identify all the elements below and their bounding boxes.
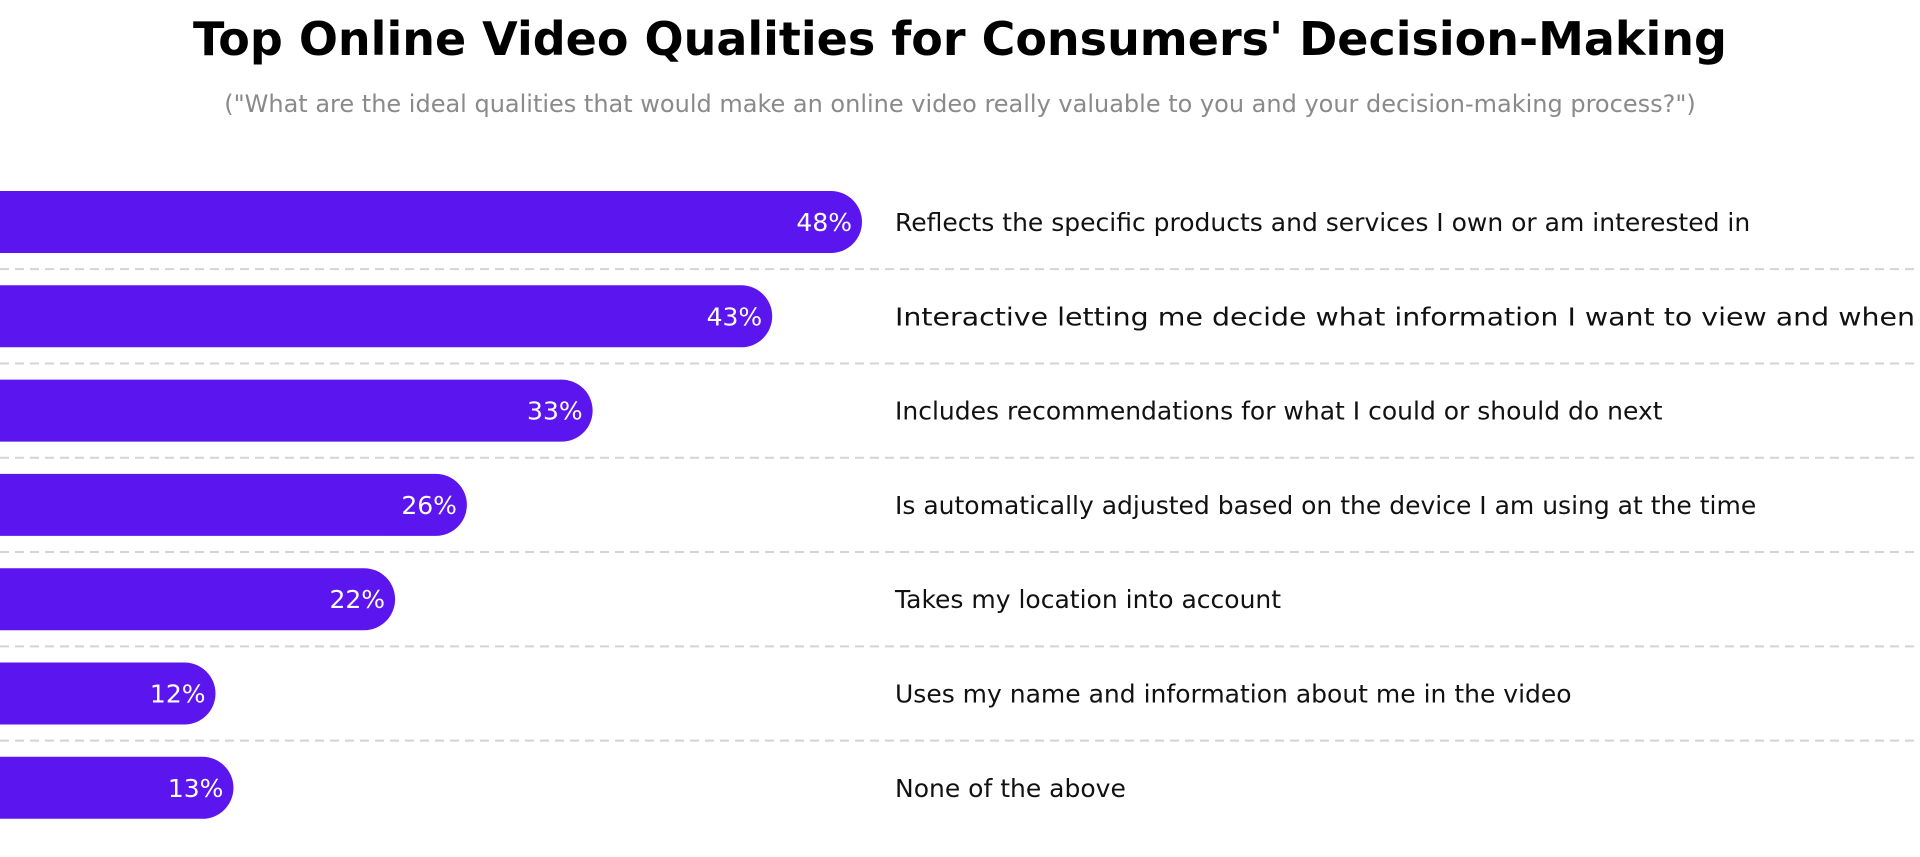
bar-row: 26% Is automatically adjusted based on th… bbox=[0, 473, 1756, 536]
bar-value-label: 12% bbox=[150, 680, 206, 709]
bar bbox=[0, 662, 216, 725]
bar-value-label: 48% bbox=[796, 208, 852, 237]
category-label: Reflects the specific products and servi… bbox=[895, 208, 1750, 237]
bar bbox=[0, 191, 862, 253]
bar-row: 13% None of the above bbox=[0, 756, 1126, 819]
category-label: None of the above bbox=[895, 774, 1126, 803]
chart-title: Top Online Video Qualities for Consumers… bbox=[193, 12, 1727, 66]
category-label: Takes my location into account bbox=[894, 585, 1281, 614]
bar-value-label: 22% bbox=[330, 585, 386, 614]
bar-row: 12% Uses my name and information about me… bbox=[0, 662, 1572, 725]
bar bbox=[0, 379, 593, 442]
category-label: Includes recommendations for what I coul… bbox=[895, 397, 1663, 426]
bar bbox=[0, 568, 396, 631]
bar-value-label: 33% bbox=[527, 397, 583, 426]
bar bbox=[0, 756, 234, 819]
bar bbox=[0, 285, 773, 348]
bar-row: 22% Takes my location into account bbox=[0, 568, 1281, 631]
bar-row: 43% Interactive letting me decide what in… bbox=[0, 285, 1915, 348]
bar-value-label: 43% bbox=[707, 302, 763, 331]
chart-subtitle: ("What are the ideal qualities that woul… bbox=[224, 90, 1696, 118]
bar-value-label: 13% bbox=[168, 774, 224, 803]
bar-row: 48% Reflects the specific products and se… bbox=[0, 191, 1750, 253]
category-label: Interactive letting me decide what infor… bbox=[895, 302, 1915, 331]
category-label: Uses my name and information about me in… bbox=[895, 680, 1572, 709]
bar bbox=[0, 473, 467, 536]
bar-row: 33% Includes recommendations for what I c… bbox=[0, 379, 1663, 442]
bar-value-label: 26% bbox=[401, 491, 457, 520]
category-label: Is automatically adjusted based on the d… bbox=[895, 491, 1756, 520]
